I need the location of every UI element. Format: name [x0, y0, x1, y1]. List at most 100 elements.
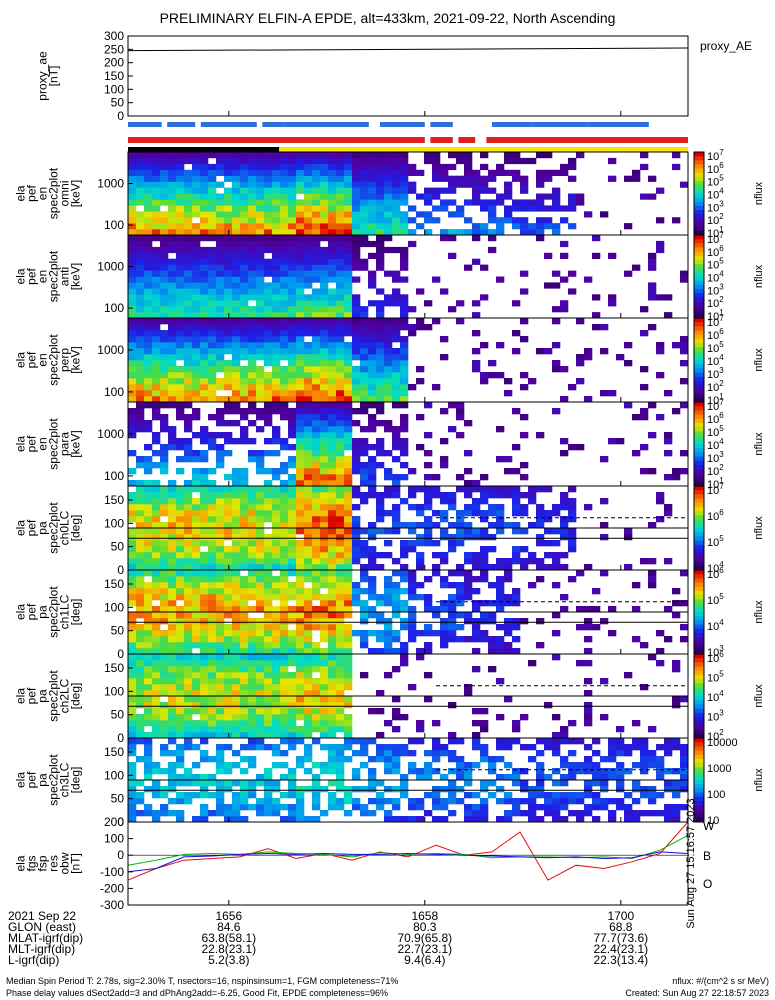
heatmap-cell	[288, 558, 297, 565]
heatmap-cell	[528, 229, 537, 236]
heatmap-cell	[136, 546, 145, 553]
heatmap-cell	[168, 384, 177, 391]
heatmap-cell	[328, 474, 337, 481]
heatmap-cell	[160, 223, 169, 230]
colorbar-swatch	[694, 801, 704, 806]
colorbar-tick-label: 103	[707, 644, 724, 659]
heatmap-cell	[128, 187, 137, 194]
heatmap-cell	[256, 546, 265, 553]
heatmap-cell	[176, 696, 185, 703]
heatmap-cell	[168, 696, 177, 703]
heatmap-cell	[128, 300, 137, 307]
heatmap-cell	[184, 684, 193, 691]
heatmap-cell	[288, 312, 297, 319]
heatmap-cell	[368, 468, 377, 475]
heatmap-cell	[424, 630, 433, 637]
heatmap-cell	[152, 402, 161, 409]
heatmap-cell	[248, 402, 257, 409]
heatmap-cell	[168, 211, 177, 218]
heatmap-cell	[328, 276, 337, 283]
heatmap-cell	[464, 450, 473, 457]
heatmap-cell	[400, 786, 409, 793]
heatmap-cell	[392, 270, 401, 277]
heatmap-cell	[536, 504, 545, 511]
heatmap-cell	[680, 181, 689, 188]
heatmap-cell	[344, 498, 353, 505]
heatmap-cell	[288, 606, 297, 613]
heatmap-cell	[504, 642, 513, 649]
heatmap-cell	[352, 336, 361, 343]
heatmap-cell	[360, 199, 369, 206]
heatmap-cell	[272, 288, 281, 295]
heatmap-cell	[288, 235, 297, 242]
heatmap-cell	[160, 318, 169, 325]
heatmap-cell	[296, 618, 305, 625]
heatmap-cell	[496, 600, 505, 607]
heatmap-cell	[272, 366, 281, 373]
heatmap-cell	[136, 588, 145, 595]
heatmap-cell	[256, 468, 265, 475]
heatmap-cell	[680, 450, 689, 457]
heatmap-cell	[584, 606, 593, 613]
heatmap-cell	[352, 582, 361, 589]
heatmap-cell	[512, 157, 521, 165]
heatmap-cell	[240, 690, 249, 697]
heatmap-cell	[352, 211, 361, 218]
heatmap-cell	[312, 462, 321, 469]
heatmap-cell	[360, 264, 369, 271]
heatmap-cell	[424, 696, 433, 703]
heatmap-cell	[288, 618, 297, 625]
heatmap-cell	[504, 810, 513, 817]
heatmap-cell	[176, 660, 185, 667]
heatmap-cell	[656, 774, 665, 781]
heatmap-cell	[312, 157, 321, 165]
heatmap-cell	[312, 546, 321, 553]
heatmap-cell	[568, 750, 577, 757]
heatmap-cell	[256, 193, 265, 200]
heatmap-cell	[136, 396, 145, 403]
heatmap-cell	[280, 582, 289, 589]
colorbar-swatch	[694, 393, 704, 399]
heatmap-cell	[160, 498, 169, 505]
heatmap-cell	[344, 378, 353, 385]
heatmap-cell	[160, 444, 169, 451]
heatmap-cell	[360, 187, 369, 194]
heatmap-cell	[152, 199, 161, 206]
heatmap-cell	[448, 768, 457, 775]
heatmap-cell	[520, 618, 529, 625]
heatmap-cell	[208, 618, 217, 625]
heatmap-cell	[216, 169, 225, 176]
heatmap-cell	[272, 504, 281, 511]
heatmap-cell	[136, 594, 145, 601]
heatmap-cell	[560, 498, 569, 505]
heatmap-cell	[192, 540, 201, 547]
heatmap-cell	[368, 708, 377, 715]
heatmap-cell	[504, 774, 513, 781]
heatmap-cell	[136, 462, 145, 469]
heatmap-cell	[480, 726, 489, 733]
heatmap-cell	[408, 804, 417, 811]
heatmap-cell	[208, 810, 217, 817]
heatmap-cell	[264, 229, 273, 236]
heatmap-cell	[136, 157, 145, 165]
heatmap-cell	[144, 684, 153, 691]
heatmap-cell	[216, 300, 225, 307]
heatmap-cell	[344, 258, 353, 265]
heatmap-cell	[352, 187, 361, 194]
heatmap-cell	[264, 576, 273, 583]
heatmap-cell	[552, 564, 561, 571]
heatmap-cell	[592, 312, 601, 319]
heatmap-cell	[408, 229, 417, 236]
heatmap-cell	[216, 630, 225, 637]
heatmap-cell	[536, 804, 545, 811]
heatmap-cell	[248, 235, 257, 242]
heatmap-cell	[352, 468, 361, 475]
heatmap-cell	[272, 762, 281, 769]
heatmap-cell	[336, 366, 345, 373]
heatmap-cell	[280, 264, 289, 271]
y-axis-label: spec2plot	[47, 502, 61, 554]
heatmap-cell	[232, 205, 241, 212]
footer-phase-info: Phase delay values dSect2add=3 and dPhAn…	[6, 988, 389, 998]
heatmap-cell	[608, 816, 617, 823]
